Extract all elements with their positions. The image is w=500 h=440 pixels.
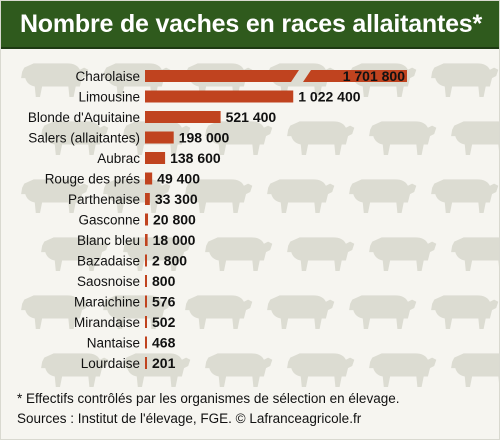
cow-silhouette-icon xyxy=(451,353,499,387)
category-label: Saosnoise xyxy=(77,274,140,289)
category-label: Mirandaise xyxy=(74,315,140,330)
category-label: Charolaise xyxy=(75,69,140,84)
cow-silhouette-icon xyxy=(451,237,499,271)
cow-silhouette-icon xyxy=(41,121,109,155)
bar xyxy=(145,234,148,246)
cow-silhouette-icon xyxy=(431,295,499,329)
cow-silhouette-icon xyxy=(123,237,191,271)
cow-silhouette-icon xyxy=(103,295,171,329)
value-label: 468 xyxy=(152,335,176,351)
cow-silhouette-icon xyxy=(287,237,355,271)
bar xyxy=(145,111,221,123)
category-label: Gasconne xyxy=(78,213,140,228)
cow-silhouette-icon xyxy=(205,353,273,387)
cow-silhouette-icon xyxy=(21,295,89,329)
bar xyxy=(145,213,149,226)
bar xyxy=(145,357,147,369)
category-label: Parthenaise xyxy=(68,192,140,207)
cow-silhouette-icon xyxy=(369,237,437,271)
value-label: 521 400 xyxy=(226,109,277,125)
category-label: Limousine xyxy=(78,90,140,105)
value-label: 33 300 xyxy=(155,191,198,207)
bar xyxy=(145,336,147,349)
cow-silhouette-icon xyxy=(287,353,355,387)
bar xyxy=(145,316,147,328)
bar xyxy=(145,295,147,308)
category-label: Blanc bleu xyxy=(77,233,140,248)
category-label: Salers (allaitantes) xyxy=(28,131,140,146)
value-label: 49 400 xyxy=(157,171,200,187)
bar xyxy=(145,131,174,144)
cow-silhouette-icon xyxy=(41,237,109,271)
footnote-line-1: * Effectifs contrôlés par les organismes… xyxy=(17,391,400,406)
value-label: 502 xyxy=(152,314,176,330)
cow-silhouette-icon xyxy=(369,353,437,387)
cow-silhouette-icon xyxy=(287,121,355,155)
cow-silhouette-icon xyxy=(103,179,171,213)
cow-silhouettes-background xyxy=(21,63,499,387)
category-label: Lourdaise xyxy=(81,356,140,371)
cow-silhouette-icon xyxy=(205,121,273,155)
value-label: 18 000 xyxy=(153,232,196,248)
value-label: 198 000 xyxy=(179,130,230,146)
category-label: Bazadaise xyxy=(77,254,140,269)
cow-silhouette-icon xyxy=(185,295,253,329)
cow-silhouette-icon xyxy=(21,179,89,213)
cow-silhouette-icon xyxy=(369,121,437,155)
value-label: 138 600 xyxy=(170,150,221,166)
bar xyxy=(145,70,407,82)
cow-silhouette-icon xyxy=(267,295,335,329)
value-label: 20 800 xyxy=(153,212,196,228)
chart-title: Nombre de vaches en races allaitantes* xyxy=(19,10,483,38)
value-label: 1 022 400 xyxy=(298,89,360,105)
category-label: Aubrac xyxy=(97,151,140,166)
bar xyxy=(145,254,147,267)
value-label: 800 xyxy=(152,273,176,289)
bar xyxy=(145,193,150,205)
value-label: 1 701 800 xyxy=(343,68,405,84)
footnote-line-2: Sources : Institut de l'élevage, FGE. © … xyxy=(17,411,362,426)
footnote: * Effectifs contrôlés par les organismes… xyxy=(17,389,493,429)
value-label: 2 800 xyxy=(152,253,187,269)
title-bar: Nombre de vaches en races allaitantes* xyxy=(1,1,499,49)
cow-silhouette-icon xyxy=(349,295,417,329)
bar xyxy=(145,152,166,164)
category-label: Nantaise xyxy=(87,336,140,351)
cow-silhouette-icon xyxy=(431,179,499,213)
category-label: Rouge des prés xyxy=(45,172,141,187)
value-label: 201 xyxy=(152,355,176,371)
cow-silhouette-icon xyxy=(451,121,499,155)
cow-silhouette-icon xyxy=(431,63,499,97)
cow-silhouette-icon xyxy=(185,179,253,213)
bar xyxy=(145,275,147,287)
cow-silhouette-icon xyxy=(41,353,109,387)
cow-silhouette-icon xyxy=(123,353,191,387)
bar xyxy=(145,172,153,185)
cow-silhouette-icon xyxy=(21,63,89,97)
cow-silhouette-icon xyxy=(205,237,273,271)
category-label: Maraichine xyxy=(74,295,140,310)
cow-silhouette-icon xyxy=(349,179,417,213)
cow-silhouette-icon xyxy=(267,179,335,213)
category-label: Blonde d'Aquitaine xyxy=(28,110,140,125)
value-label: 576 xyxy=(152,294,176,310)
bar xyxy=(144,90,294,103)
